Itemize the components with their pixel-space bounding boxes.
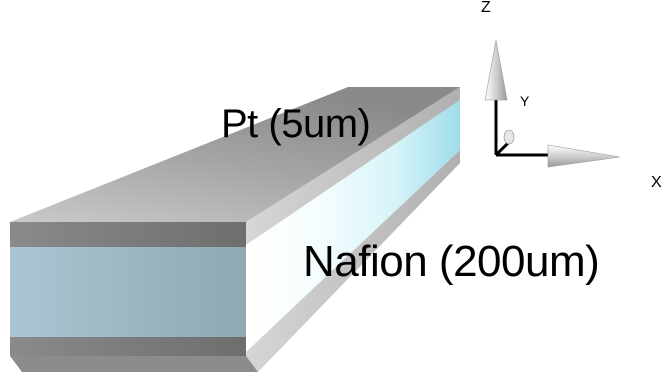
pt-bottom-edge xyxy=(10,356,258,372)
z-axis-label: Z xyxy=(481,0,491,16)
nafion-side-face xyxy=(246,100,460,352)
pt-front-bottom-strip xyxy=(10,337,246,356)
pt-front-top-strip xyxy=(10,222,246,247)
nafion-front-face xyxy=(10,247,246,337)
pt-side-bottom-strip xyxy=(246,150,460,372)
axis-triad xyxy=(484,39,621,168)
y-arrow-head-icon xyxy=(503,129,515,145)
x-axis-label: X xyxy=(651,174,662,191)
y-axis-label: Y xyxy=(520,93,530,109)
pt-top-face xyxy=(10,87,460,222)
x-arrow-head-icon xyxy=(547,144,621,168)
z-arrow-head-icon xyxy=(484,39,508,101)
pt-side-top-strip xyxy=(246,87,460,245)
pt-layer-label: Pt (5um) xyxy=(221,102,371,146)
nafion-layer-label: Nafion (200um) xyxy=(303,237,600,286)
